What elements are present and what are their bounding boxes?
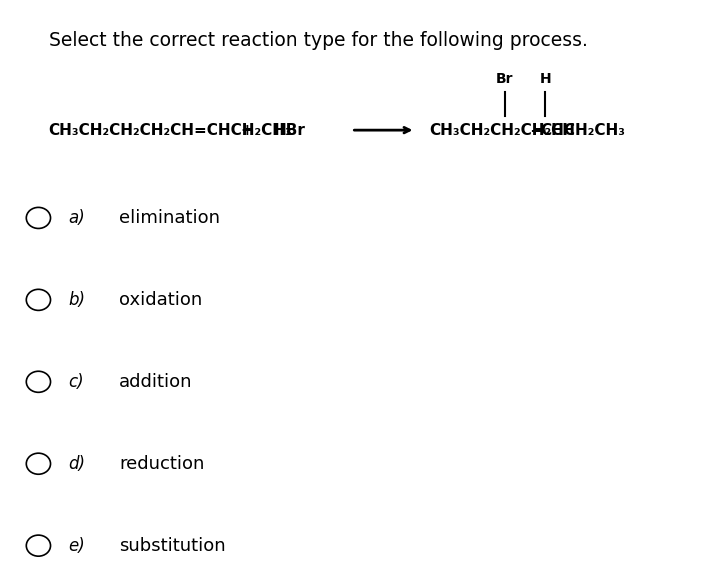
Text: c): c) — [68, 373, 84, 391]
Text: HBr: HBr — [274, 123, 306, 138]
Text: d): d) — [68, 455, 85, 473]
Text: CH₃CH₂CH₂CH₂CH: CH₃CH₂CH₂CH₂CH — [429, 123, 575, 138]
Text: reduction: reduction — [119, 455, 205, 473]
Text: addition: addition — [119, 373, 193, 391]
Text: elimination: elimination — [119, 209, 220, 227]
Text: e): e) — [68, 537, 85, 554]
Text: a): a) — [68, 209, 85, 227]
Text: H: H — [539, 72, 551, 86]
Text: CH₃CH₂CH₂CH₂CH=CHCH₂CH₃: CH₃CH₂CH₂CH₂CH=CHCH₂CH₃ — [49, 123, 292, 138]
Text: substitution: substitution — [119, 537, 226, 554]
Text: Br: Br — [496, 72, 514, 86]
Text: CHCH₂CH₃: CHCH₂CH₃ — [540, 123, 625, 138]
Text: +: + — [241, 123, 253, 138]
Text: oxidation: oxidation — [119, 291, 203, 309]
Text: b): b) — [68, 291, 85, 309]
Text: —: — — [530, 123, 546, 138]
Text: Select the correct reaction type for the following process.: Select the correct reaction type for the… — [49, 31, 587, 49]
